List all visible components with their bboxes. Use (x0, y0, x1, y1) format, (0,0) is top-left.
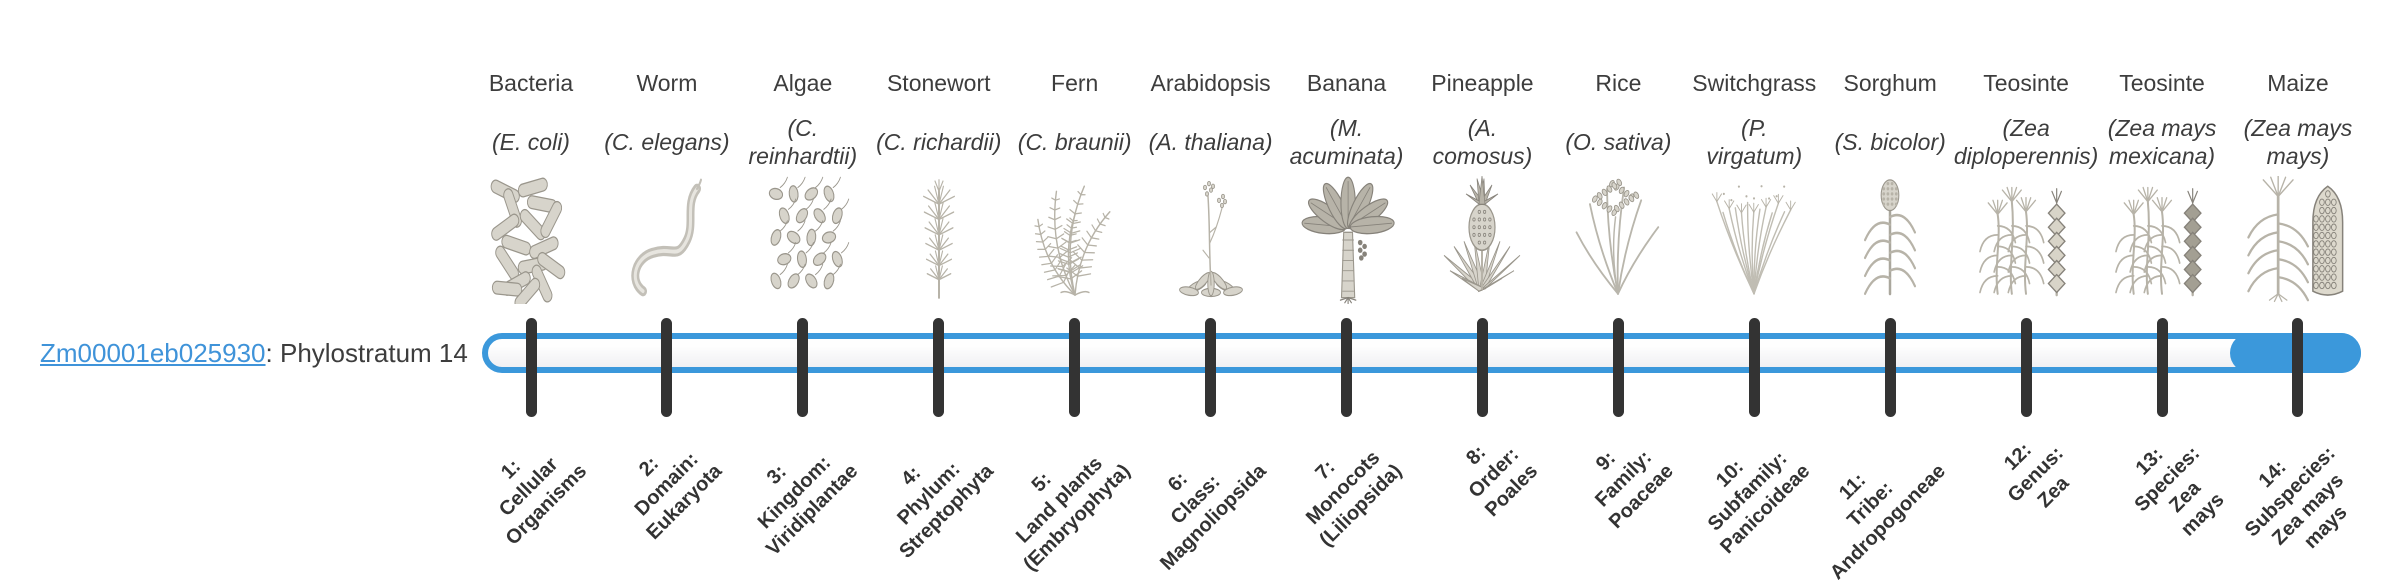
organism-scientific-name: (Zea mays mays) (2243, 115, 2353, 169)
phylostratum-label: 11: Tribe: Andropogoneae (1825, 460, 1950, 580)
phylostratum-label: 8: Order: Poales (1462, 441, 1543, 522)
organism-scientific-name-wrap: (C. elegans) (582, 102, 752, 182)
banana-icon (1280, 172, 1414, 304)
timeline-tick (1748, 318, 1760, 417)
organism-scientific-name: (Zea mays mexicana) (2107, 115, 2217, 169)
bacteria-icon (464, 172, 598, 304)
organism-scientific-name: (C. richardii) (876, 129, 1002, 155)
phylostratum-label: 7: Monocots (Liliopsida) (1301, 446, 1407, 552)
organism-scientific-name: (A. thaliana) (1148, 129, 1273, 155)
timeline-tick (525, 318, 537, 417)
timeline-tick (1612, 318, 1624, 417)
fern-icon (1008, 172, 1142, 304)
organism-scientific-name: (O. sativa) (1565, 129, 1672, 155)
organism-scientific-name-wrap: (E. coli) (446, 102, 616, 182)
timeline-tick (1205, 318, 1217, 417)
phylostratum-label: 14: Subspecies: Zea mays mays (2241, 442, 2352, 554)
phylostratum-label: 3: Kingdom: Viridiplantae (753, 451, 863, 561)
timeline-tick (1476, 318, 1488, 417)
timeline-tick (797, 318, 809, 417)
algae-icon (736, 172, 870, 304)
timeline-bar (482, 333, 2361, 373)
organism-scientific-name-wrap: (P. virgatum) (1669, 102, 1839, 182)
organism-scientific-name-wrap: (M. acuminata) (1262, 102, 1432, 182)
organism-scientific-name-wrap: (Zea diploperennis) (1941, 102, 2111, 182)
phylostratum-label: 12: Genus: Zea (2000, 438, 2074, 513)
timeline-tick (1884, 318, 1896, 417)
arabidopsis-icon (1144, 172, 1278, 304)
organism-common-name: Banana (1306, 70, 1387, 96)
phylostratum-label: 9: Family: Poaceae (1591, 446, 1678, 534)
sorghum-icon (1823, 172, 1957, 304)
phylostratum-label: 4: Phylum: Streptophyta (893, 458, 999, 563)
organism-common-name: Worm (636, 70, 698, 96)
organism-scientific-name-wrap: (C. braunii) (990, 102, 1160, 182)
phylostratum-label: 6: Class: Magnoliopsida (1155, 460, 1271, 575)
teosinte-diploperennis-icon (1959, 172, 2093, 304)
gene-id-link[interactable]: Zm00001eb025930 (40, 338, 266, 368)
organism-scientific-name: (Zea diploperennis) (1953, 115, 2099, 169)
organism-common-name: Bacteria (488, 70, 574, 96)
organism-scientific-name-wrap: (Zea mays mexicana) (2077, 102, 2247, 182)
switchgrass-icon (1687, 172, 1821, 304)
phylostratum-label: 2: Domain: Eukaryota (630, 448, 727, 545)
gene-label: Zm00001eb025930: Phylostratum 14 (40, 333, 468, 373)
organism-scientific-name-wrap: (A. thaliana) (1126, 102, 1296, 182)
timeline-tick (2292, 318, 2304, 417)
timeline-tick (2020, 318, 2032, 417)
maize-icon (2231, 172, 2365, 304)
timeline-tick (933, 318, 945, 417)
organism-common-name: Switchgrass (1692, 70, 1817, 96)
organism-common-name: Fern (1051, 70, 1099, 96)
timeline-tick (1341, 318, 1353, 417)
pineapple-icon (1415, 172, 1549, 304)
phylostratum-label: 5: Land plants (Embryophyta) (1011, 452, 1135, 576)
organism-scientific-name: (P. virgatum) (1706, 115, 1803, 169)
organism-common-name: Sorghum (1843, 70, 1937, 96)
organism-scientific-name: (M. acuminata) (1289, 115, 1404, 169)
organism-scientific-name-wrap: (C. richardii) (854, 102, 1024, 182)
organism-scientific-name: (C. braunii) (1017, 129, 1132, 155)
organism-scientific-name-wrap: (Zea mays mays) (2213, 102, 2383, 182)
timeline-tick (1069, 318, 1081, 417)
phylostratum-label: 10: Subfamily: Panicoideae (1703, 447, 1814, 559)
timeline-tick (2156, 318, 2168, 417)
organism-scientific-name: (S. bicolor) (1834, 129, 1946, 155)
organism-scientific-name-wrap: (S. bicolor) (1805, 102, 1975, 182)
organism-scientific-name: (A. comosus) (1432, 115, 1533, 169)
organism-scientific-name: (C. elegans) (604, 129, 730, 155)
organism-scientific-name-wrap: (A. comosus) (1397, 102, 1567, 182)
organism-common-name: Arabidopsis (1150, 70, 1271, 96)
organism-common-name: Maize (2267, 70, 2329, 96)
phylostratum-label: 13: Species: Zea mays (2130, 442, 2229, 541)
organism-common-name: Pineapple (1431, 70, 1534, 96)
stonewort-icon (872, 172, 1006, 304)
organism-common-name: Teosinte (2119, 70, 2205, 96)
teosinte-mexicana-icon (2095, 172, 2229, 304)
organism-scientific-name: (C. reinhardtii) (748, 115, 858, 169)
organism-common-name: Algae (773, 70, 833, 96)
rice-icon (1551, 172, 1685, 304)
organism-scientific-name-wrap: (C. reinhardtii) (718, 102, 888, 182)
worm-icon (600, 172, 734, 304)
phylostratum-label: 1: Cellular Organisms (494, 453, 591, 550)
timeline-tick (661, 318, 673, 417)
organism-scientific-name-wrap: (O. sativa) (1533, 102, 1703, 182)
organism-common-name: Rice (1595, 70, 1642, 96)
organism-common-name: Stonewort (886, 70, 991, 96)
gene-phylostratum-text: : Phylostratum 14 (265, 338, 468, 368)
organism-scientific-name: (E. coli) (492, 129, 570, 155)
organism-common-name: Teosinte (1983, 70, 2069, 96)
